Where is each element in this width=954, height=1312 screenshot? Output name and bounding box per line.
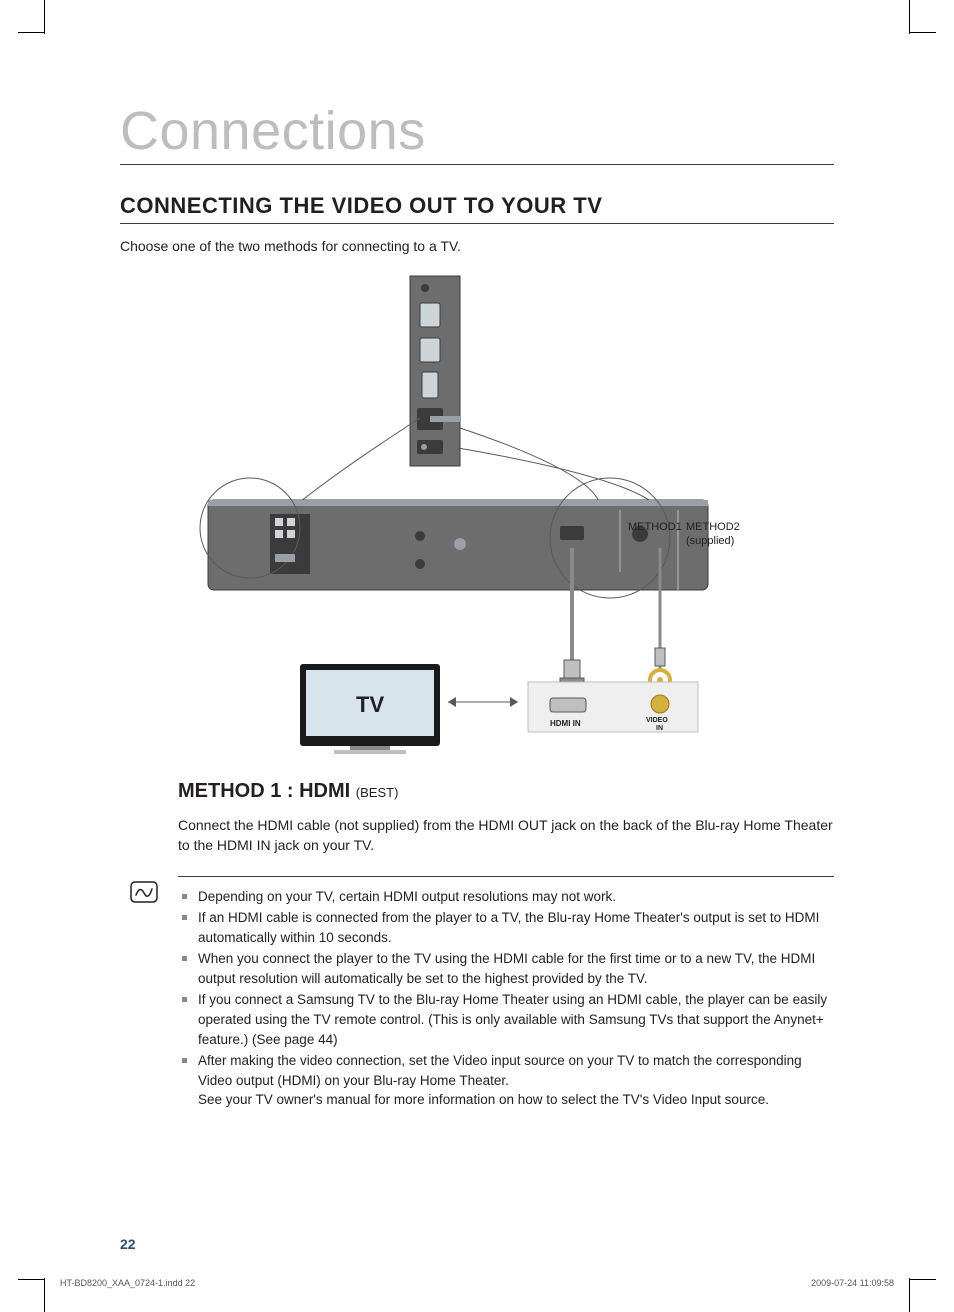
connection-diagram: METHOD1 METHOD2 (supplied) HDMI IN VIDEO…: [120, 268, 834, 758]
method-title: METHOD 1 : HDMI (BEST): [178, 780, 834, 803]
crop-mark: [18, 32, 44, 33]
method-title-qual: (BEST): [356, 785, 399, 800]
footer-filename: HT-BD8200_XAA_0724-1.indd 22: [60, 1278, 195, 1288]
tv-icon: TV: [300, 664, 440, 754]
crop-mark: [44, 0, 45, 34]
method2-sub: (supplied): [686, 535, 734, 547]
section-title: CONNECTING THE VIDEO OUT TO YOUR TV: [120, 193, 834, 224]
page-content: Connections CONNECTING THE VIDEO OUT TO …: [120, 100, 834, 1112]
note-list: Depending on your TV, certain HDMI outpu…: [178, 887, 834, 1110]
crop-mark: [18, 1279, 44, 1280]
page-number: 22: [120, 1236, 136, 1252]
chapter-title: Connections: [120, 100, 834, 165]
svg-text:IN: IN: [656, 725, 663, 732]
note-item: If an HDMI cable is connected from the p…: [198, 908, 834, 947]
note-item: Depending on your TV, certain HDMI outpu…: [198, 887, 834, 907]
crop-mark: [909, 0, 910, 34]
crop-mark: [910, 1279, 936, 1280]
video-in-label: VIDEO: [646, 717, 668, 724]
footer-timestamp: 2009-07-24 11:09:58: [811, 1278, 894, 1288]
method-title-main: METHOD 1 : HDMI: [178, 780, 350, 802]
method1-label: METHOD1: [628, 521, 682, 533]
crop-mark: [910, 32, 936, 33]
player-unit-icon: [200, 478, 708, 598]
method-body: Connect the HDMI cable (not supplied) fr…: [178, 815, 834, 856]
tv-back-panel-icon: HDMI IN VIDEO IN: [528, 682, 698, 732]
crop-mark: [44, 1278, 45, 1312]
crop-mark: [909, 1278, 910, 1312]
rear-panel-icon: [410, 276, 460, 466]
hdmi-in-label: HDMI IN: [550, 719, 581, 728]
note-item: After making the video connection, set t…: [198, 1051, 834, 1110]
method2-label: METHOD2: [686, 521, 740, 533]
note-block: Depending on your TV, certain HDMI outpu…: [178, 876, 834, 1110]
note-item: If you connect a Samsung TV to the Blu-r…: [198, 990, 834, 1049]
tv-label: TV: [356, 692, 384, 717]
note-icon: [130, 881, 158, 903]
note-item: When you connect the player to the TV us…: [198, 949, 834, 988]
intro-text: Choose one of the two methods for connec…: [120, 238, 834, 254]
